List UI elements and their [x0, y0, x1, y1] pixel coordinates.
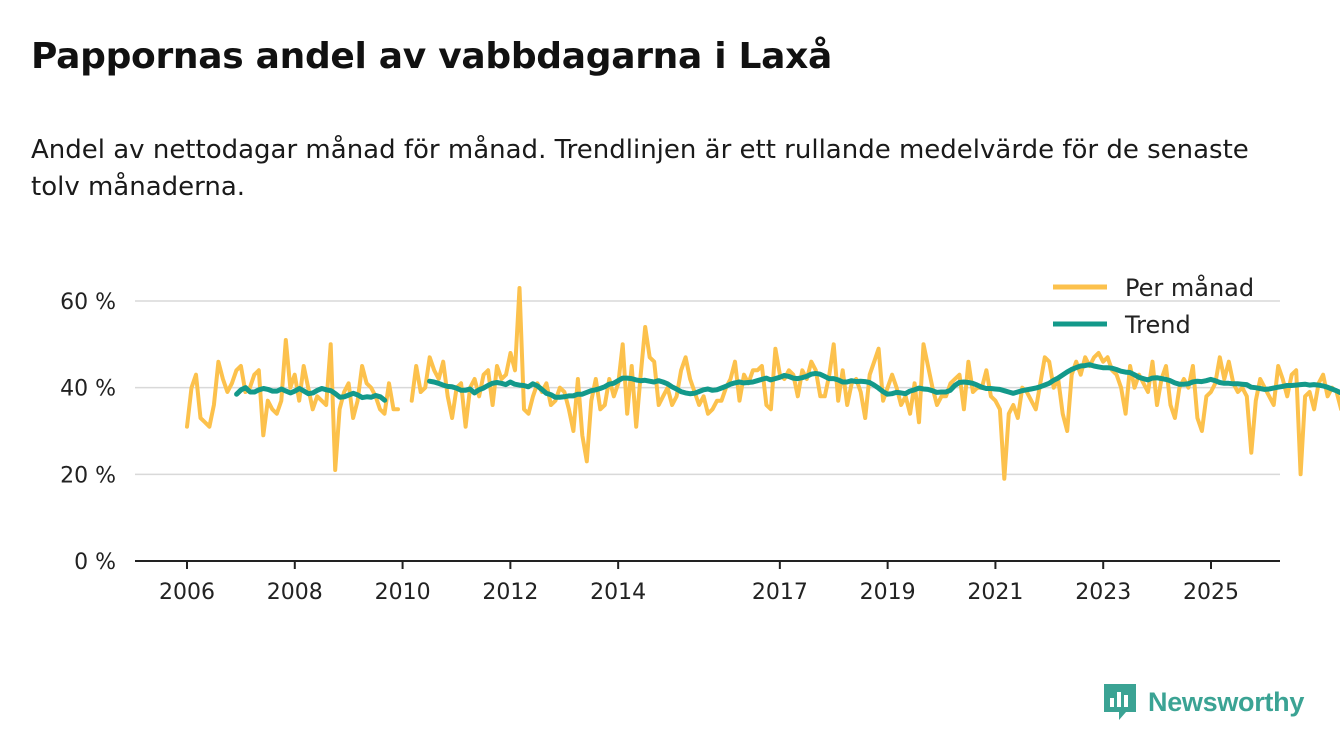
series-line-trend: [427, 362, 1340, 400]
x-tick-label: 2023: [1075, 580, 1131, 605]
y-tick-label: 60 %: [60, 290, 116, 315]
y-tick-label: 20 %: [60, 463, 116, 488]
x-tick-label: 2019: [860, 580, 916, 605]
y-tick-label: 40 %: [60, 377, 116, 402]
newsworthy-brand[interactable]: Newsworthy: [1102, 682, 1304, 722]
legend-label-trend: Trend: [1124, 311, 1191, 339]
y-tick-label: 0 %: [74, 550, 116, 575]
series-line-monthly: [409, 286, 1340, 481]
x-tick-label: 2010: [375, 580, 431, 605]
brand-name: Newsworthy: [1148, 686, 1305, 717]
x-tick-label: 2017: [752, 580, 808, 605]
x-tick-label: 2025: [1183, 580, 1239, 605]
x-tick-label: 2008: [267, 580, 323, 605]
chart-subtitle: Andel av nettodagar månad för månad. Tre…: [31, 135, 1249, 202]
newsworthy-logo-icon: [1104, 684, 1136, 720]
series-line-monthly: [185, 338, 400, 472]
series-lines: [185, 286, 1340, 481]
chart-title: Pappornas andel av vabbdagarna i Laxå: [31, 36, 833, 77]
axes: 0 % 20 % 40 % 60 % 2006 2008 2010 2012 2014 2017 2…: [60, 290, 1280, 605]
x-tick-label: 2012: [482, 580, 538, 605]
series-line-trend: [234, 385, 388, 403]
x-tick-label: 2006: [159, 580, 215, 605]
x-tick-label: 2014: [590, 580, 646, 605]
legend-label-monthly: Per månad: [1125, 273, 1254, 302]
x-tick-label: 2021: [967, 580, 1023, 605]
legend: Per månad Trend: [1053, 273, 1254, 339]
